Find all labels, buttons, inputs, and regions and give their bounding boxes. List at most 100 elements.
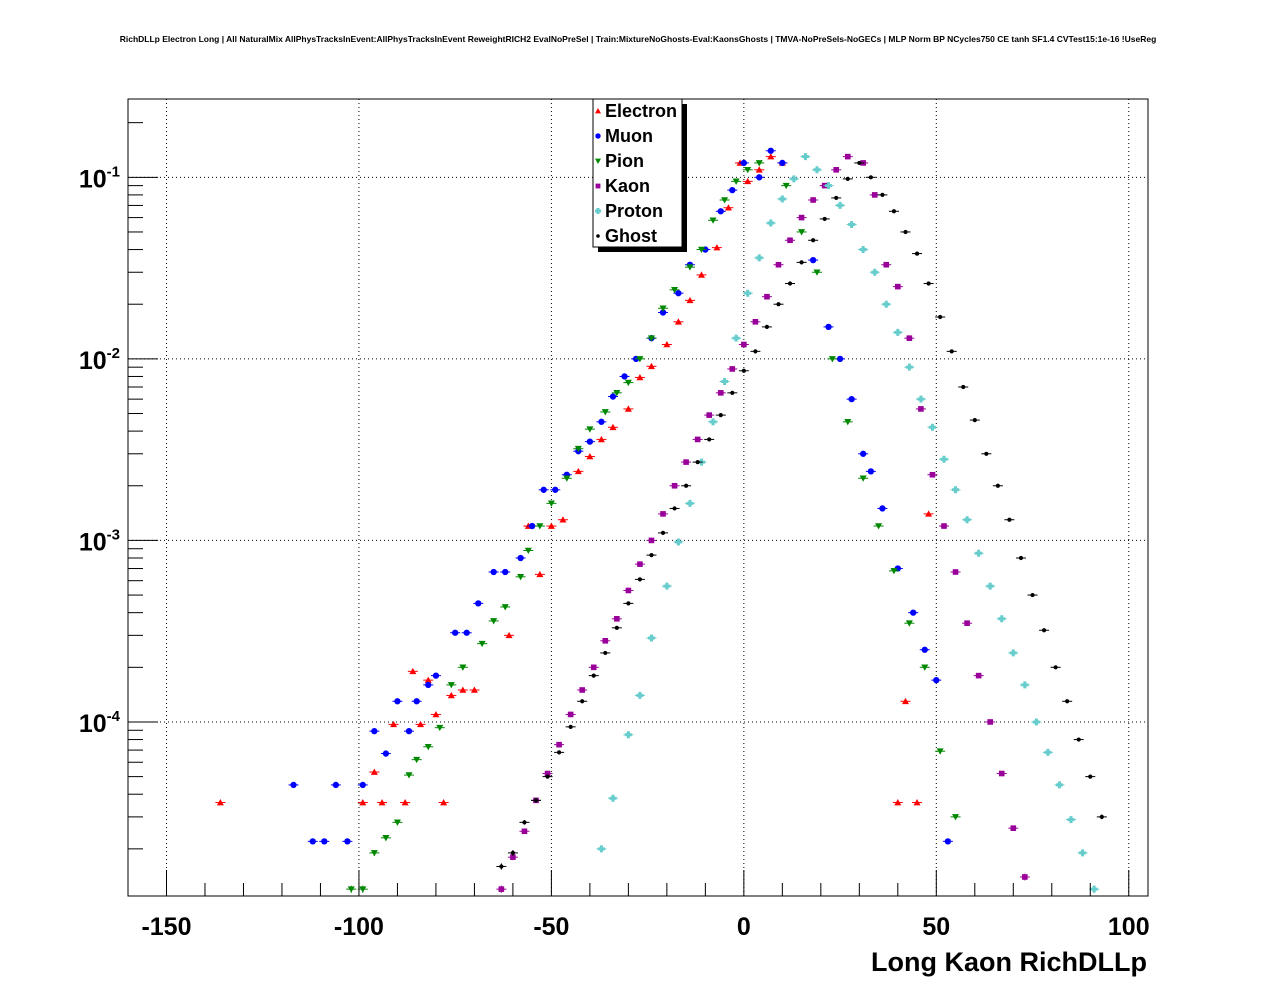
data-point xyxy=(413,698,420,705)
data-point xyxy=(659,309,667,316)
data-point xyxy=(936,748,944,755)
data-point xyxy=(614,616,620,622)
data-point xyxy=(938,314,943,320)
data-point xyxy=(613,390,621,397)
data-point xyxy=(928,423,936,431)
data-point xyxy=(764,293,770,300)
y-tick-label: 10-2 xyxy=(79,345,120,375)
y-tick-exponent: -4 xyxy=(107,708,121,725)
legend-entry-proton: Proton xyxy=(595,201,663,221)
data-point xyxy=(753,349,758,354)
x-tick-label: 50 xyxy=(922,913,950,941)
data-point xyxy=(921,664,929,671)
grid xyxy=(128,99,1148,896)
data-point xyxy=(910,609,917,616)
legend-entry-ghost: Ghost xyxy=(596,226,657,246)
data-point xyxy=(609,393,617,400)
data-point xyxy=(517,574,525,581)
data-point xyxy=(660,530,666,535)
data-point xyxy=(547,522,555,529)
data-point xyxy=(459,664,467,671)
data-point xyxy=(409,667,417,675)
data-point xyxy=(798,229,806,236)
data-point xyxy=(1018,555,1024,561)
data-point xyxy=(359,799,367,806)
data-point xyxy=(470,686,478,693)
legend-marker xyxy=(595,208,601,214)
data-point xyxy=(624,405,632,412)
legend-marker xyxy=(595,133,601,139)
data-point xyxy=(767,147,774,154)
data-point xyxy=(882,300,890,308)
data-point xyxy=(867,468,875,475)
data-point xyxy=(767,153,775,160)
data-point xyxy=(952,486,960,494)
data-point xyxy=(499,864,504,869)
data-point xyxy=(598,418,605,425)
data-point xyxy=(709,217,717,224)
data-point xyxy=(309,838,316,845)
legend-label: Proton xyxy=(605,201,663,221)
data-point xyxy=(359,781,366,789)
legend-entry-kaon: Kaon xyxy=(595,176,650,196)
data-point xyxy=(744,177,752,185)
data-point xyxy=(586,438,594,445)
legend-label: Ghost xyxy=(605,226,657,246)
data-point xyxy=(717,208,724,215)
data-point xyxy=(574,467,582,475)
data-point xyxy=(637,577,643,582)
data-point xyxy=(890,568,898,575)
data-point xyxy=(940,455,948,463)
data-point xyxy=(799,260,804,265)
x-tick-label: -50 xyxy=(533,913,569,941)
y-tick-exponent: -2 xyxy=(107,345,120,362)
data-point xyxy=(905,363,913,371)
data-point xyxy=(782,182,790,190)
data-point xyxy=(580,699,585,704)
data-point xyxy=(875,523,883,530)
data-point xyxy=(609,794,617,802)
data-point xyxy=(880,192,885,198)
data-point xyxy=(787,237,793,244)
data-point xyxy=(809,256,817,264)
data-point xyxy=(686,499,694,507)
data-point xyxy=(552,486,559,493)
data-point xyxy=(694,436,701,443)
data-point xyxy=(933,676,940,684)
data-point xyxy=(871,268,879,276)
data-point xyxy=(568,724,573,729)
y-tick-base: 10 xyxy=(79,528,107,556)
data-point xyxy=(663,340,671,348)
data-point xyxy=(811,238,816,243)
series-pion xyxy=(346,160,961,893)
data-point xyxy=(944,838,951,845)
data-point xyxy=(597,435,605,443)
data-point xyxy=(686,264,694,271)
data-point xyxy=(1041,628,1047,633)
data-point xyxy=(836,355,844,363)
data-point xyxy=(698,271,706,278)
data-point xyxy=(625,587,632,594)
data-point xyxy=(833,166,840,173)
data-point xyxy=(359,886,367,893)
data-point xyxy=(778,195,786,203)
data-point xyxy=(586,452,594,460)
data-point xyxy=(698,246,706,254)
data-point xyxy=(868,175,873,180)
data-point xyxy=(547,500,555,507)
data-point xyxy=(1009,649,1017,657)
data-point xyxy=(709,418,717,426)
data-point xyxy=(713,244,721,251)
legend-label: Electron xyxy=(605,101,677,121)
data-point xyxy=(721,197,729,204)
data-point xyxy=(536,570,544,578)
data-point xyxy=(579,687,585,693)
y-tick-exponent: -1 xyxy=(107,163,120,180)
data-point xyxy=(975,549,983,557)
y-tick-base: 10 xyxy=(79,710,107,738)
data-point xyxy=(683,459,689,465)
data-point xyxy=(659,305,667,312)
data-point xyxy=(779,159,786,167)
data-point xyxy=(707,437,712,442)
data-point xyxy=(706,412,713,418)
